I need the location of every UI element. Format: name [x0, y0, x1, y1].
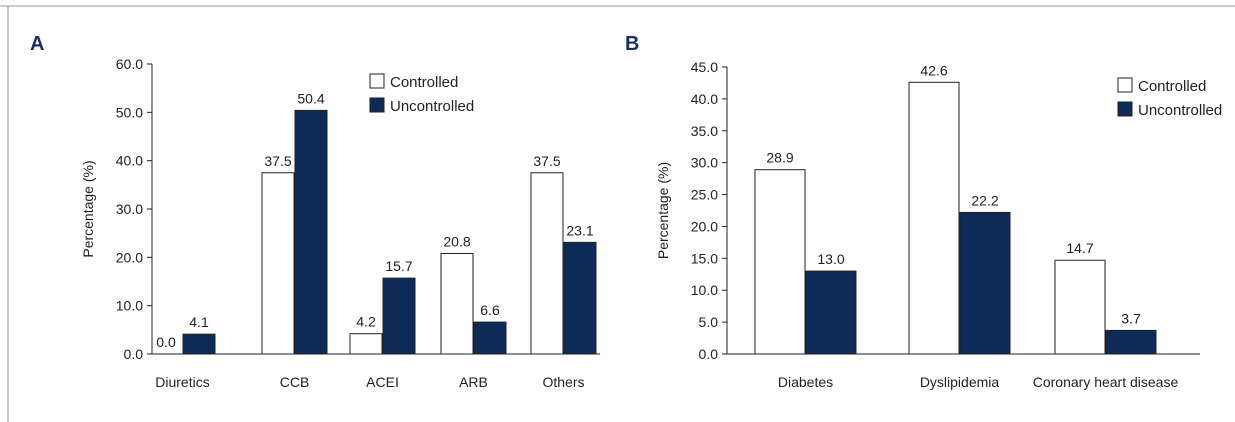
legend-label-controlled: Controlled — [390, 74, 458, 91]
legend-swatch-uncontrolled — [1117, 101, 1133, 117]
y-tick-label: 30.0 — [691, 155, 718, 171]
panel-letter: A — [30, 33, 44, 55]
bar-uncontrolled — [563, 241, 597, 355]
y-tick-label: 35.0 — [691, 123, 718, 139]
bar-uncontrolled — [959, 211, 1011, 355]
x-category-label: ARB — [459, 374, 488, 390]
x-category-label: Dyslipidemia — [920, 374, 1000, 390]
bar-uncontrolled — [805, 270, 857, 355]
bar-controlled — [530, 172, 564, 355]
x-category-label: CCB — [280, 374, 310, 390]
y-tick-label: 5.0 — [699, 314, 719, 330]
data-label: 42.6 — [920, 62, 947, 78]
bar-uncontrolled — [473, 321, 507, 355]
data-label: 13.0 — [817, 251, 844, 267]
y-tick-label: 0.0 — [699, 346, 719, 362]
y-tick-label: 15.0 — [691, 250, 718, 266]
panel-letter: B — [625, 33, 639, 55]
data-label: 4.2 — [356, 314, 376, 330]
legend-label-uncontrolled: Uncontrolled — [1138, 102, 1222, 119]
data-label: 20.8 — [443, 233, 470, 249]
y-tick-label: 20.0 — [116, 249, 143, 265]
bar-controlled — [1054, 259, 1106, 355]
y-axis-title: Percentage (%) — [80, 160, 96, 257]
data-label: 23.1 — [566, 222, 593, 238]
data-label: 3.7 — [1121, 310, 1141, 326]
x-category-label: Others — [542, 374, 584, 390]
bar-uncontrolled — [182, 333, 216, 355]
y-tick-label: 40.0 — [691, 91, 718, 107]
data-label: 14.7 — [1066, 240, 1093, 256]
y-tick-label: 0.0 — [124, 346, 144, 362]
legend-swatch-controlled — [1117, 77, 1133, 93]
data-label: 4.1 — [189, 314, 209, 330]
y-tick-label: 30.0 — [116, 201, 143, 217]
y-tick-label: 10.0 — [691, 282, 718, 298]
y-tick-label: 40.0 — [116, 153, 143, 169]
bar-uncontrolled — [294, 109, 328, 355]
chart-panel-a: A 0.0 10.0 20.0 30.0 40.0 50.0 60.0 Percentage (… — [30, 33, 600, 390]
x-category-label: ACEI — [366, 374, 399, 390]
legend: Controlled Uncontrolled — [369, 73, 474, 115]
data-label: 28.9 — [766, 150, 793, 166]
y-tick-label: 25.0 — [691, 187, 718, 203]
y-tick-label: 20.0 — [691, 218, 718, 234]
data-label: 6.6 — [480, 302, 500, 318]
bar-controlled — [908, 81, 960, 355]
y-axis-title: Percentage (%) — [655, 162, 671, 259]
data-label: 0.0 — [156, 334, 176, 350]
bar-controlled — [261, 172, 295, 355]
legend: Controlled Uncontrolled — [1117, 77, 1222, 119]
legend-label-uncontrolled: Uncontrolled — [390, 98, 474, 115]
legend-swatch-controlled — [369, 73, 385, 89]
data-label: 15.7 — [385, 258, 412, 274]
chart-panel-b: B 0.0 5.0 10.0 15.0 20.0 25.0 30.0 35.0 40.0 45.0 P… — [625, 33, 1222, 390]
data-label: 22.2 — [971, 192, 998, 208]
legend-swatch-uncontrolled — [369, 97, 385, 113]
y-tick-label: 60.0 — [116, 56, 143, 72]
legend-label-controlled: Controlled — [1138, 78, 1206, 95]
y-tick-label: 45.0 — [691, 59, 718, 75]
data-label: 37.5 — [264, 153, 291, 169]
y-tick-label: 10.0 — [116, 298, 143, 314]
y-tick-label: 50.0 — [116, 104, 143, 120]
bar-controlled — [349, 333, 383, 355]
x-category-label: Coronary heart disease — [1033, 374, 1179, 390]
bar-controlled — [440, 252, 474, 355]
bar-controlled — [754, 169, 806, 355]
data-label: 50.4 — [297, 90, 324, 106]
x-category-label: Diabetes — [778, 374, 833, 390]
bar-uncontrolled — [1105, 329, 1157, 355]
bar-uncontrolled — [382, 277, 416, 355]
x-category-label: Diuretics — [155, 374, 209, 390]
data-label: 37.5 — [533, 153, 560, 169]
